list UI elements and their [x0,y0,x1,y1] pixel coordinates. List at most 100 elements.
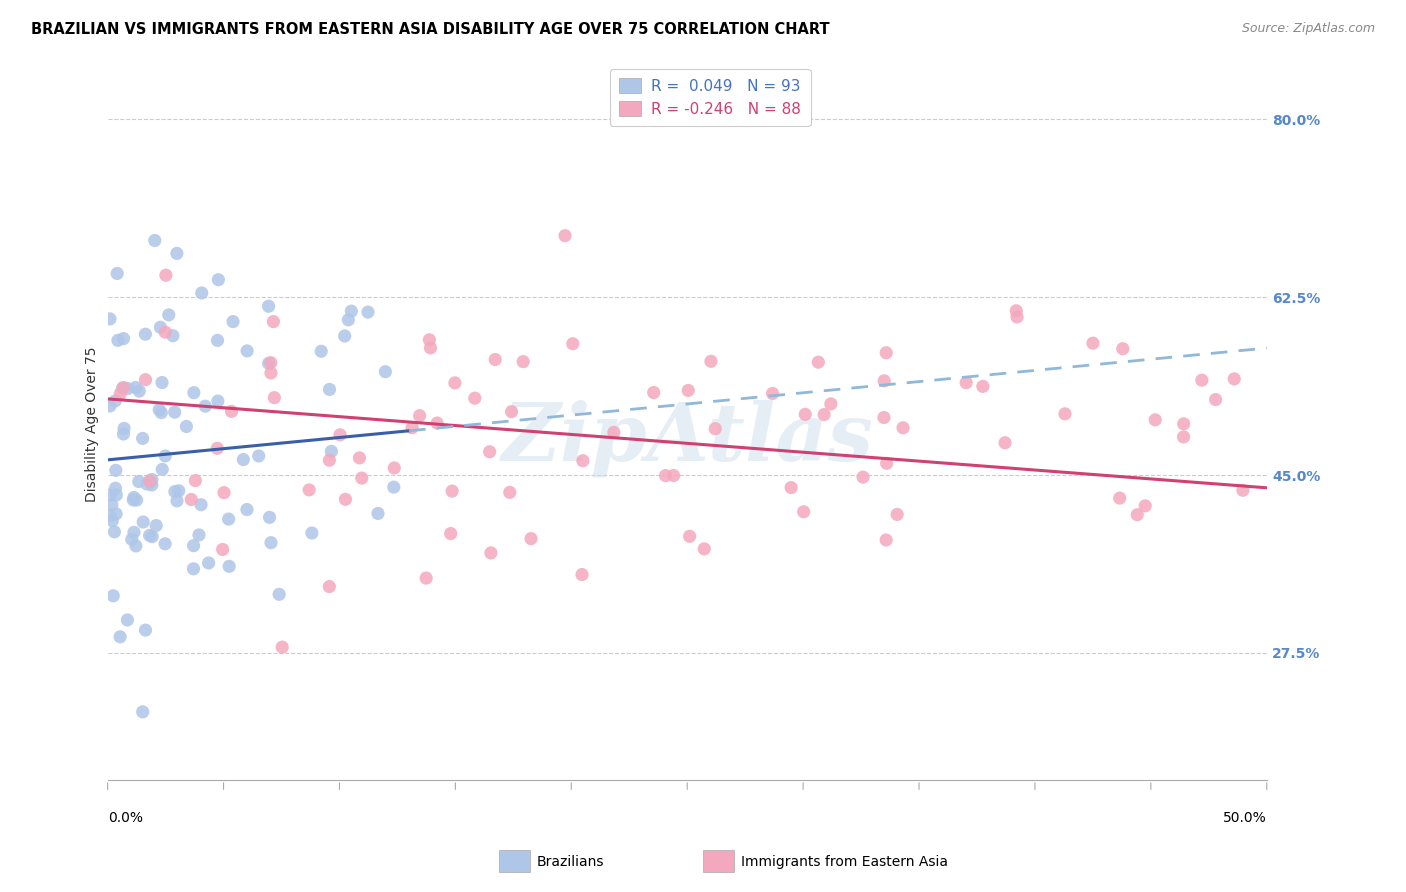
Point [98,508,121,523]
Point [183,385,205,400]
Point [128,475,150,489]
Point [572,453,595,467]
Y-axis label: Disability Age Over 75: Disability Age Over 75 [86,346,100,502]
Point [149,320,172,334]
Point [138,474,160,488]
Point [184,474,207,488]
Point [212,485,235,500]
Point [105,488,128,502]
Point [222,315,245,329]
Point [103,524,125,539]
Point [654,468,676,483]
Point [262,315,284,329]
Point [150,462,173,476]
Point [110,386,132,401]
Point [236,343,259,358]
Point [1053,407,1076,421]
Point [357,305,380,319]
Point [1173,430,1195,444]
Point [98,312,121,326]
Point [101,514,124,528]
Point [955,376,977,390]
Point [820,397,842,411]
Point [873,410,896,425]
Point [321,444,343,458]
Point [145,518,167,533]
Point [141,473,163,487]
Point [401,421,423,435]
Point [679,529,702,543]
Point [886,508,908,522]
Point [122,492,145,507]
Point [153,537,176,551]
Point [105,267,128,281]
Point [994,435,1017,450]
Point [444,376,467,390]
Point [108,630,131,644]
Point [298,483,321,497]
Point [194,399,217,413]
Point [125,493,148,508]
Text: Brazilians: Brazilians [537,855,605,869]
Point [183,539,205,553]
Point [188,528,211,542]
Point [162,328,184,343]
Point [335,492,357,507]
Text: BRAZILIAN VS IMMIGRANTS FROM EASTERN ASIA DISABILITY AGE OVER 75 CORRELATION CHA: BRAZILIAN VS IMMIGRANTS FROM EASTERN ASI… [31,22,830,37]
Point [138,528,160,542]
Point [349,450,371,465]
Point [1205,392,1227,407]
Point [232,452,254,467]
Point [972,379,994,393]
Point [122,491,145,505]
Point [318,383,340,397]
Point [662,468,685,483]
Point [1191,373,1213,387]
Point [112,427,135,442]
Point [318,453,340,467]
Point [155,325,177,339]
Point [1126,508,1149,522]
Point [148,402,170,417]
Point [103,589,125,603]
Point [221,404,243,418]
Point [207,273,229,287]
Point [257,356,280,370]
Point [190,498,212,512]
Legend: R =  0.049   N = 93, R = -0.246   N = 88: R = 0.049 N = 93, R = -0.246 N = 88 [610,69,810,126]
Point [1112,342,1135,356]
Point [554,228,576,243]
Point [464,391,486,405]
Point [236,502,259,516]
Point [163,405,186,419]
Point [875,345,897,359]
Point [132,515,155,529]
Point [418,333,440,347]
Point [263,391,285,405]
Point [382,461,405,475]
Point [484,352,506,367]
Text: 0.0%: 0.0% [108,811,142,824]
Point [340,304,363,318]
Text: 50.0%: 50.0% [1223,811,1267,824]
Point [135,477,157,491]
Point [218,559,240,574]
Point [211,542,233,557]
Point [98,399,121,413]
Point [150,376,173,390]
Point [367,507,389,521]
Point [190,285,212,300]
Point [121,533,143,547]
Point [98,488,121,502]
Point [125,380,148,394]
Point [112,380,135,394]
Point [166,493,188,508]
Point [318,580,340,594]
Point [561,336,583,351]
Point [571,567,593,582]
Point [440,526,463,541]
Point [793,505,815,519]
Point [852,470,875,484]
Point [112,332,135,346]
Point [1232,483,1254,498]
